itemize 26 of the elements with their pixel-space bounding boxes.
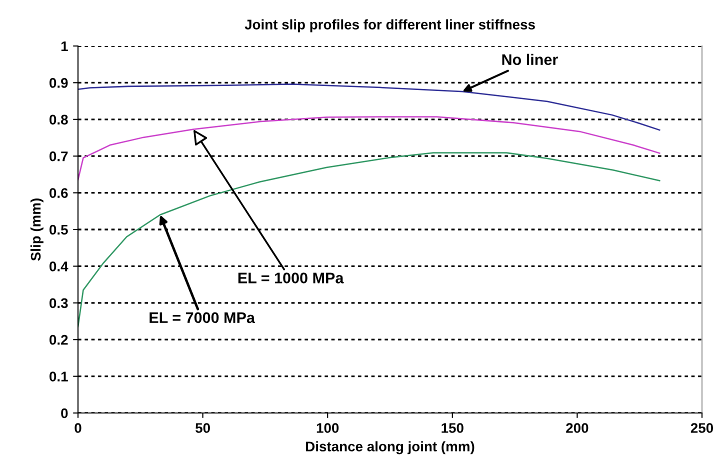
y-tick-label: 0.7 [50,151,68,162]
y-tick-label: 0.3 [50,298,68,308]
annotation: EL = 7000 MPa [150,312,256,324]
line-series [78,83,660,131]
x-tick-label: 100 [316,423,339,433]
chart-title: Joint slip profiles for different liner stiffness [244,19,535,32]
y-axis-title: Slip (mm) [30,198,44,261]
x-tick-label: 150 [442,423,464,433]
annotation: No liner [502,54,558,66]
y-tick-label: 0.9 [50,78,68,88]
y-tick-label: 1 [61,41,68,52]
y-tick-label: 0.8 [50,114,68,125]
line-series [78,116,660,181]
y-tick-label: 0.5 [50,224,68,235]
y-tick-label: 0.1 [50,372,68,382]
x-tick-label: 250 [690,423,713,433]
y-tick-label: 0.6 [50,188,68,198]
y-tick-label: 0.2 [50,334,68,345]
y-tick-label: 0.4 [50,262,68,272]
x-axis-title: Distance along joint (mm) [306,441,474,454]
x-tick-label: 0 [74,423,82,433]
annotation: EL = 1000 MPa [238,272,344,284]
x-tick-label: 200 [566,423,588,433]
x-tick-label: 50 [196,423,210,433]
y-tick-label: 0 [61,408,68,418]
line-series [78,152,660,328]
